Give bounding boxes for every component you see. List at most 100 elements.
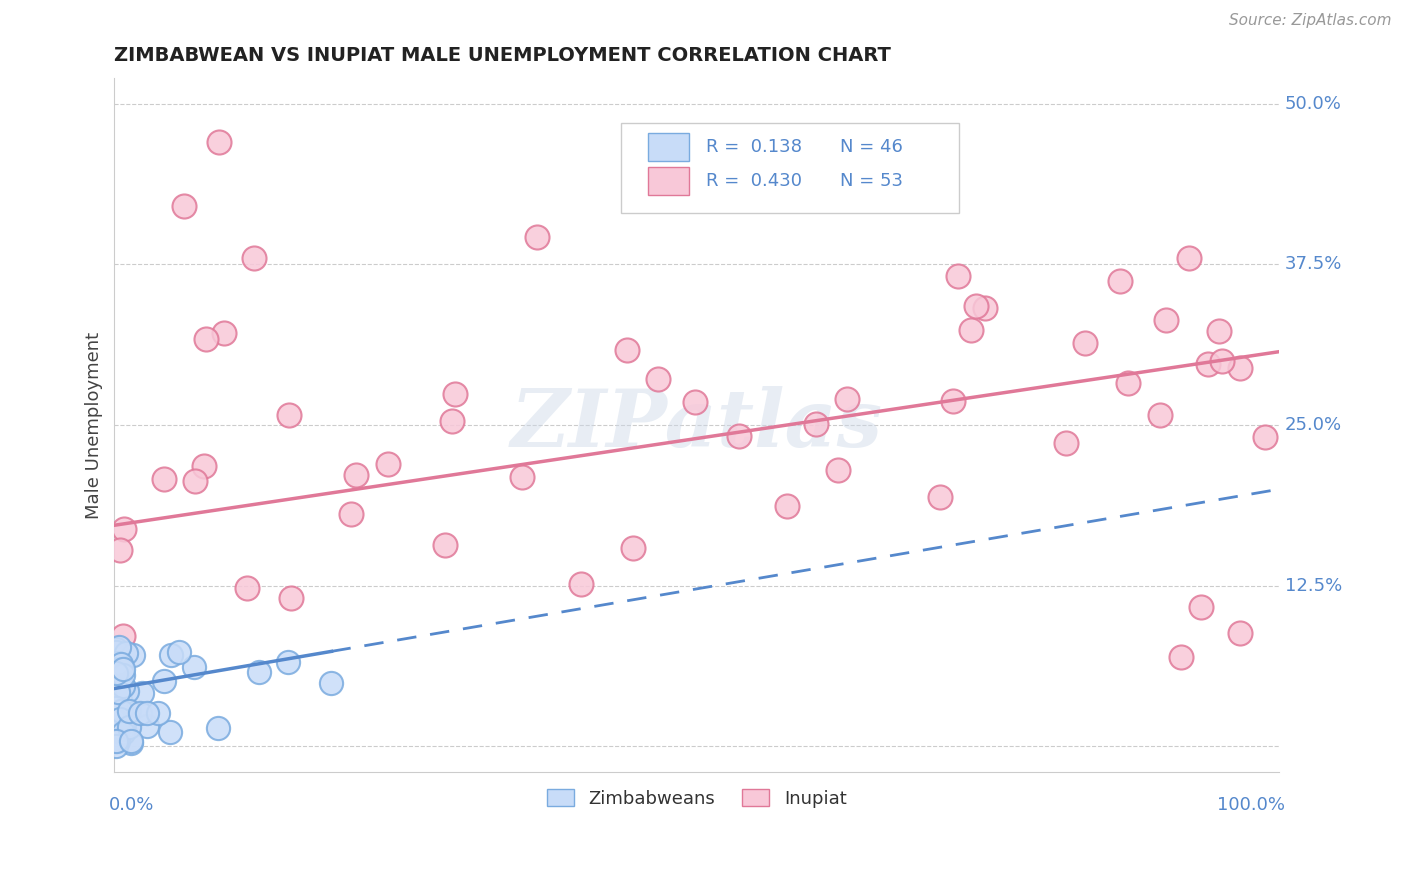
Text: 0.0%: 0.0% — [108, 797, 155, 814]
Point — [135, 706, 157, 720]
Point — [1254, 430, 1277, 444]
Point — [1189, 600, 1212, 615]
Legend: Zimbabweans, Inupiat: Zimbabweans, Inupiat — [540, 782, 853, 815]
Point — [214, 326, 236, 340]
Point — [110, 704, 132, 718]
Point — [152, 673, 174, 688]
Point — [120, 736, 142, 750]
Point — [207, 722, 229, 736]
Point — [104, 666, 127, 681]
Point — [108, 542, 131, 557]
Point — [277, 408, 299, 422]
Point — [112, 726, 135, 740]
Point — [110, 657, 132, 672]
Point — [321, 676, 343, 690]
Point — [118, 704, 141, 718]
Point — [235, 581, 257, 595]
Text: N = 46: N = 46 — [839, 138, 903, 156]
Point — [1109, 274, 1132, 288]
Point — [115, 646, 138, 660]
Text: 50.0%: 50.0% — [1285, 95, 1341, 112]
Point — [107, 709, 129, 723]
Point — [948, 268, 970, 283]
Point — [1074, 336, 1097, 351]
Point — [107, 733, 129, 747]
Point — [111, 668, 134, 682]
Text: R =  0.138: R = 0.138 — [706, 138, 801, 156]
Point — [1116, 376, 1139, 390]
Point — [183, 660, 205, 674]
Point — [111, 680, 134, 694]
Point — [623, 541, 645, 555]
Point — [1149, 408, 1171, 422]
Point — [728, 429, 751, 443]
Point — [105, 707, 128, 722]
Point — [280, 591, 302, 605]
Point — [107, 640, 129, 654]
Point — [112, 522, 135, 536]
Point — [440, 413, 463, 427]
Point — [108, 712, 131, 726]
Point — [1208, 324, 1230, 338]
Point — [942, 393, 965, 408]
Point — [105, 739, 128, 754]
Point — [1054, 435, 1077, 450]
Point — [340, 507, 363, 521]
Point — [444, 387, 467, 401]
Point — [1229, 361, 1251, 376]
Point — [377, 457, 399, 471]
FancyBboxPatch shape — [648, 134, 689, 161]
Point — [569, 577, 592, 591]
Point — [105, 701, 128, 715]
Point — [118, 720, 141, 734]
Point — [647, 372, 669, 386]
Point — [683, 394, 706, 409]
Point — [827, 463, 849, 477]
Point — [1154, 313, 1177, 327]
FancyBboxPatch shape — [621, 123, 959, 213]
Point — [277, 655, 299, 669]
Point — [104, 641, 127, 656]
Point — [104, 662, 127, 676]
Text: ZIPatlas: ZIPatlas — [510, 386, 883, 464]
Point — [1211, 354, 1233, 368]
FancyBboxPatch shape — [648, 167, 689, 194]
Point — [928, 490, 950, 504]
Point — [104, 659, 127, 673]
Point — [111, 629, 134, 643]
Point — [167, 645, 190, 659]
Point — [1170, 650, 1192, 665]
Point — [247, 665, 270, 679]
Point — [960, 323, 983, 337]
Point — [115, 684, 138, 698]
Point — [105, 734, 128, 748]
Point — [159, 725, 181, 739]
Y-axis label: Male Unemployment: Male Unemployment — [86, 332, 103, 518]
Point — [1178, 251, 1201, 265]
Point — [510, 470, 533, 484]
Text: Source: ZipAtlas.com: Source: ZipAtlas.com — [1229, 13, 1392, 29]
Point — [107, 656, 129, 670]
Point — [1197, 357, 1219, 371]
Point — [104, 732, 127, 747]
Text: 37.5%: 37.5% — [1285, 255, 1343, 273]
Point — [146, 706, 169, 721]
Point — [804, 417, 827, 431]
Point — [104, 645, 127, 659]
Point — [616, 343, 638, 358]
Point — [974, 301, 997, 316]
Point — [111, 722, 134, 736]
Text: ZIMBABWEAN VS INUPIAT MALE UNEMPLOYMENT CORRELATION CHART: ZIMBABWEAN VS INUPIAT MALE UNEMPLOYMENT … — [114, 46, 891, 65]
Point — [122, 648, 145, 662]
Point — [776, 499, 799, 513]
Point — [112, 662, 135, 676]
Point — [965, 299, 987, 313]
Point — [193, 458, 215, 473]
Point — [243, 251, 266, 265]
Point — [835, 392, 858, 406]
Point — [107, 685, 129, 699]
Point — [131, 686, 153, 700]
Point — [108, 662, 131, 676]
Text: 100.0%: 100.0% — [1216, 797, 1285, 814]
Point — [526, 230, 548, 244]
